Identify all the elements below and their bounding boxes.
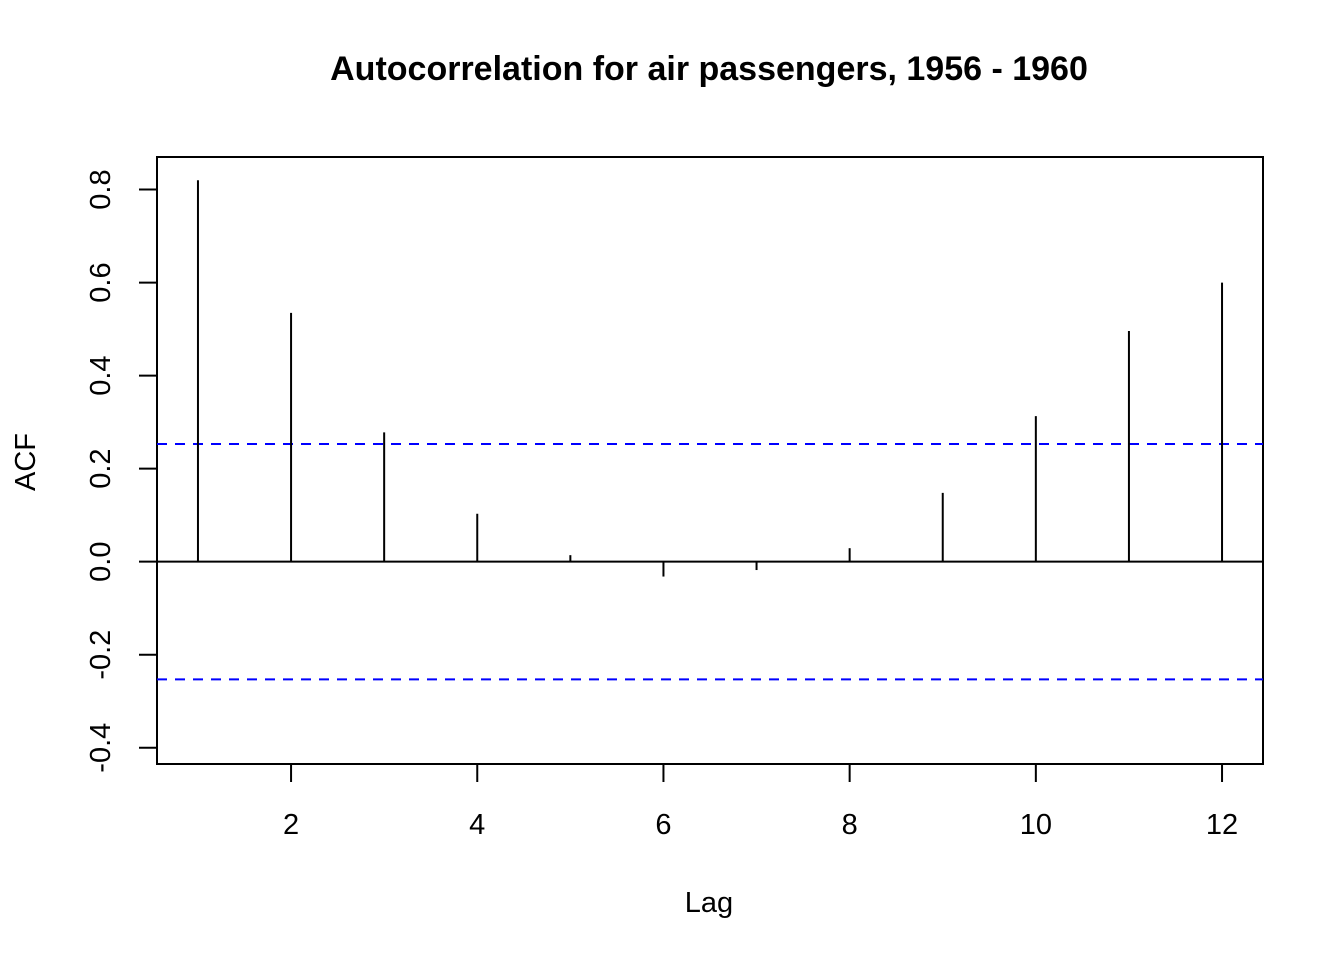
x-tick-label: 12 — [1206, 809, 1238, 841]
plot-frame — [156, 156, 1264, 765]
x-tick-label: 2 — [283, 809, 299, 841]
x-tick-label: 10 — [1020, 809, 1052, 841]
y-tick-label: 0.4 — [85, 355, 117, 395]
y-tick-label: 0.0 — [85, 542, 117, 582]
chart-title: Autocorrelation for air passengers, 1956… — [330, 50, 1088, 88]
y-tick-label: 0.6 — [85, 262, 117, 302]
y-tick-label: -0.4 — [85, 723, 117, 773]
x-tick-label: 6 — [655, 809, 671, 841]
y-tick-label: 0.2 — [85, 448, 117, 488]
confidence-bounds — [157, 442, 1263, 681]
y-axis-label: ACF — [10, 433, 42, 491]
y-axis: -0.4 -0.2 0.0 0.2 0.4 0.6 0.8 — [85, 169, 157, 773]
y-tick-label: -0.2 — [85, 630, 117, 680]
y-tick-label: 0.8 — [85, 169, 117, 209]
x-axis: 2 4 6 8 10 12 — [283, 764, 1238, 841]
x-axis-label: Lag — [685, 887, 733, 919]
x-tick-label: 8 — [842, 809, 858, 841]
x-tick-label: 4 — [469, 809, 485, 841]
acf-bars — [196, 180, 1224, 577]
